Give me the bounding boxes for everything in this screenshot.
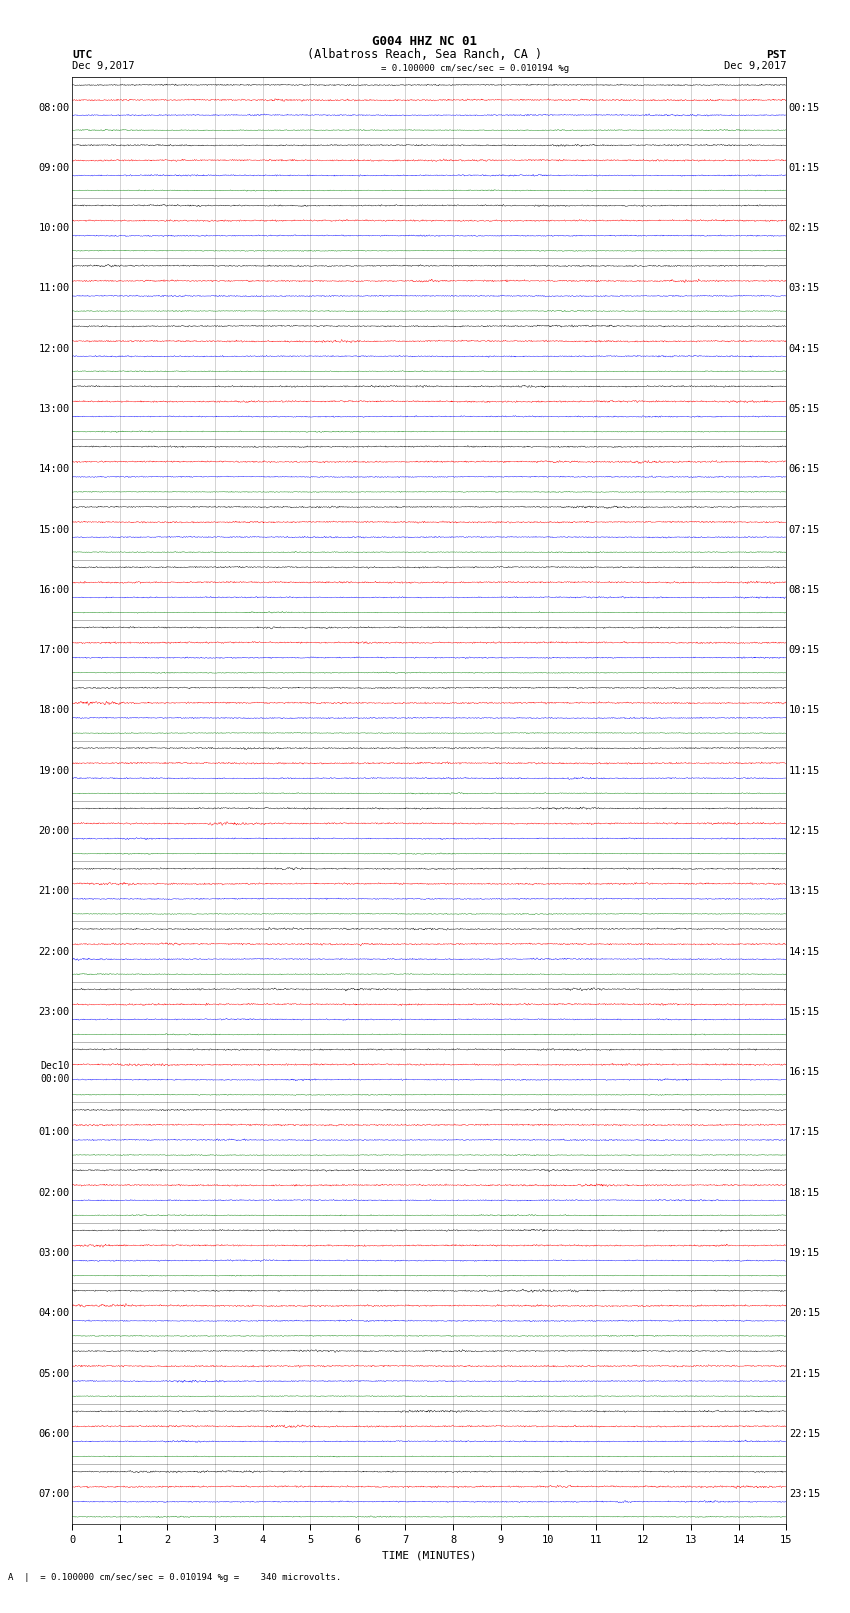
Text: 18:15: 18:15 bbox=[789, 1187, 820, 1198]
Text: 17:00: 17:00 bbox=[38, 645, 70, 655]
Text: 08:15: 08:15 bbox=[789, 586, 820, 595]
Text: 08:00: 08:00 bbox=[38, 103, 70, 113]
Text: 04:15: 04:15 bbox=[789, 344, 820, 353]
Text: 02:15: 02:15 bbox=[789, 223, 820, 234]
Text: 04:00: 04:00 bbox=[38, 1308, 70, 1318]
Text: 02:00: 02:00 bbox=[38, 1187, 70, 1198]
Text: Dec 9,2017: Dec 9,2017 bbox=[723, 61, 786, 71]
Text: 13:00: 13:00 bbox=[38, 403, 70, 415]
Text: 21:15: 21:15 bbox=[789, 1368, 820, 1379]
Text: 22:00: 22:00 bbox=[38, 947, 70, 957]
Text: 00:00: 00:00 bbox=[40, 1074, 70, 1084]
Text: 00:15: 00:15 bbox=[789, 103, 820, 113]
X-axis label: TIME (MINUTES): TIME (MINUTES) bbox=[382, 1550, 477, 1560]
Text: Dec10: Dec10 bbox=[40, 1061, 70, 1071]
Text: 23:00: 23:00 bbox=[38, 1007, 70, 1016]
Text: Dec 9,2017: Dec 9,2017 bbox=[72, 61, 135, 71]
Text: 01:00: 01:00 bbox=[38, 1127, 70, 1137]
Text: 03:15: 03:15 bbox=[789, 284, 820, 294]
Text: 14:15: 14:15 bbox=[789, 947, 820, 957]
Text: PST: PST bbox=[766, 50, 786, 60]
Text: 06:00: 06:00 bbox=[38, 1429, 70, 1439]
Text: (Albatross Reach, Sea Ranch, CA ): (Albatross Reach, Sea Ranch, CA ) bbox=[308, 48, 542, 61]
Text: 10:00: 10:00 bbox=[38, 223, 70, 234]
Text: 09:00: 09:00 bbox=[38, 163, 70, 173]
Text: 20:00: 20:00 bbox=[38, 826, 70, 836]
Text: 18:00: 18:00 bbox=[38, 705, 70, 716]
Text: 21:00: 21:00 bbox=[38, 886, 70, 897]
Text: 22:15: 22:15 bbox=[789, 1429, 820, 1439]
Text: G004 HHZ NC 01: G004 HHZ NC 01 bbox=[372, 34, 478, 48]
Text: = 0.100000 cm/sec/sec = 0.010194 %g: = 0.100000 cm/sec/sec = 0.010194 %g bbox=[381, 65, 569, 73]
Text: 10:15: 10:15 bbox=[789, 705, 820, 716]
Text: 19:15: 19:15 bbox=[789, 1248, 820, 1258]
Text: 06:15: 06:15 bbox=[789, 465, 820, 474]
Text: 12:15: 12:15 bbox=[789, 826, 820, 836]
Text: UTC: UTC bbox=[72, 50, 93, 60]
Text: 03:00: 03:00 bbox=[38, 1248, 70, 1258]
Text: 19:00: 19:00 bbox=[38, 766, 70, 776]
Text: 05:00: 05:00 bbox=[38, 1368, 70, 1379]
Text: 09:15: 09:15 bbox=[789, 645, 820, 655]
Text: 16:00: 16:00 bbox=[38, 586, 70, 595]
Text: A  |  = 0.100000 cm/sec/sec = 0.010194 %g =    340 microvolts.: A | = 0.100000 cm/sec/sec = 0.010194 %g … bbox=[8, 1573, 342, 1582]
Text: 20:15: 20:15 bbox=[789, 1308, 820, 1318]
Text: 05:15: 05:15 bbox=[789, 403, 820, 415]
Text: 11:15: 11:15 bbox=[789, 766, 820, 776]
Text: 15:15: 15:15 bbox=[789, 1007, 820, 1016]
Text: 16:15: 16:15 bbox=[789, 1068, 820, 1077]
Text: 12:00: 12:00 bbox=[38, 344, 70, 353]
Text: 13:15: 13:15 bbox=[789, 886, 820, 897]
Text: 11:00: 11:00 bbox=[38, 284, 70, 294]
Text: 23:15: 23:15 bbox=[789, 1489, 820, 1498]
Text: 15:00: 15:00 bbox=[38, 524, 70, 534]
Text: 07:00: 07:00 bbox=[38, 1489, 70, 1498]
Text: 14:00: 14:00 bbox=[38, 465, 70, 474]
Text: 01:15: 01:15 bbox=[789, 163, 820, 173]
Text: 07:15: 07:15 bbox=[789, 524, 820, 534]
Text: 17:15: 17:15 bbox=[789, 1127, 820, 1137]
